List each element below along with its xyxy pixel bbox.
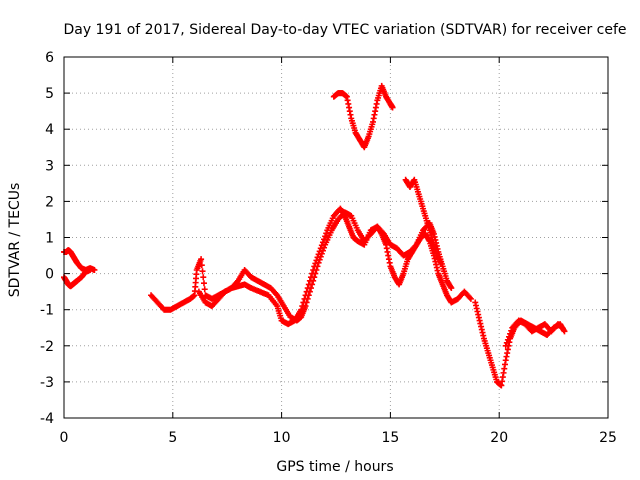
data-point [448, 285, 455, 292]
grid-layer [64, 57, 608, 418]
y-tick-label: 5 [45, 86, 54, 102]
data-point [307, 285, 314, 292]
data-point [311, 274, 318, 281]
data-point [199, 268, 206, 275]
series-seg1a [61, 247, 98, 273]
series-seg6 [502, 317, 566, 349]
x-tick-label: 25 [599, 430, 617, 446]
data-point [304, 295, 311, 302]
plot-frame [63, 56, 609, 419]
data-point [306, 288, 313, 295]
data-point [321, 244, 328, 251]
y-tick-label: -2 [40, 339, 54, 355]
series-seg3 [330, 82, 396, 151]
data-point [313, 266, 320, 273]
y-axis-label: SDTVAR / TECUs [7, 183, 23, 298]
data-point [319, 247, 326, 254]
data-point [507, 330, 514, 337]
chart-title: Day 191 of 2017, Sidereal Day-to-day VTE… [63, 22, 626, 38]
data-point [322, 233, 329, 240]
data-point [310, 277, 317, 284]
data-point [503, 339, 510, 346]
x-tick-label: 15 [381, 430, 399, 446]
data-point [302, 303, 309, 310]
data-point [309, 281, 316, 288]
data-point [317, 253, 324, 260]
data-point [305, 292, 312, 299]
data-point [561, 328, 568, 335]
y-tick-label: 2 [45, 194, 54, 210]
x-tick-label: 20 [490, 430, 508, 446]
series-seg4 [402, 176, 444, 266]
data-point [87, 266, 94, 273]
y-tick-label: -4 [40, 411, 54, 427]
data-point [315, 259, 322, 266]
x-tick-label: 10 [273, 430, 291, 446]
tick-layer: 0 5 10 15 20 25 -4 -3 -2 -1 0 1 2 3 4 5 6 [40, 50, 617, 446]
data-point [200, 274, 207, 281]
y-tick-label: -1 [40, 303, 54, 319]
data-point [467, 295, 474, 302]
data-point [314, 263, 321, 270]
series-seg5 [472, 299, 568, 389]
series-seg2b [195, 209, 455, 324]
y-tick-label: 3 [45, 158, 54, 174]
data-point [316, 256, 323, 263]
data-point [198, 262, 205, 269]
x-axis-label: GPS time / hours [276, 459, 393, 475]
data-point [318, 250, 325, 257]
data-point [505, 333, 512, 340]
data-point [201, 286, 208, 293]
y-tick-label: 1 [45, 231, 54, 247]
y-tick-label: 0 [45, 267, 54, 283]
data-point [198, 256, 205, 263]
data-point [303, 299, 310, 306]
y-tick-label: 6 [45, 50, 54, 66]
data-point [508, 327, 515, 334]
data-point [437, 259, 444, 266]
y-tick-label: -3 [40, 375, 54, 391]
data-point [502, 342, 509, 349]
data-point [200, 280, 207, 287]
data-layer [61, 82, 568, 389]
data-point [389, 104, 396, 111]
data-point [504, 336, 511, 343]
series-seg1b [61, 266, 94, 290]
x-tick-label: 5 [168, 430, 177, 446]
data-point [559, 324, 566, 331]
data-point [312, 270, 319, 277]
x-tick-label: 0 [60, 430, 69, 446]
y-tick-label: 4 [45, 122, 54, 138]
